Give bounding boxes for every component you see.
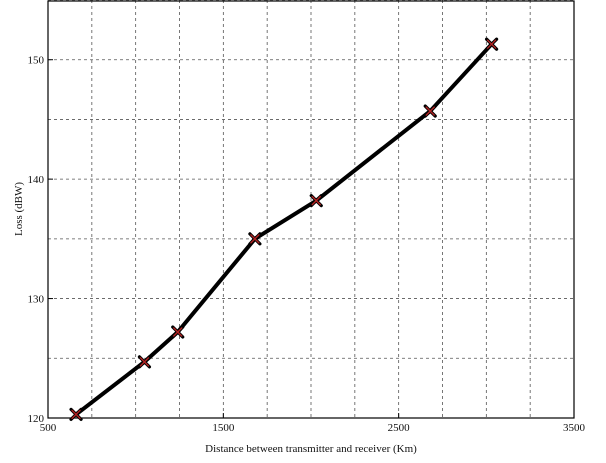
data-point [69,407,83,422]
x-tick-label: 500 [40,422,57,434]
data-point [171,325,185,339]
y-axis-label: Loss (dBW) [13,182,25,236]
y-axis-ticks: 120 130 140 150 [28,55,53,425]
y-tick-label: 150 [28,55,45,67]
plot-frame [47,0,575,419]
x-tick-label: 1500 [212,422,235,434]
series-line [74,42,494,417]
x-tick-label: 3500 [563,422,586,434]
x-tick-label: 2500 [388,422,411,434]
series-group [69,37,499,422]
x-axis-label: Distance between transmitter and receive… [205,443,417,455]
y-tick-label: 140 [28,174,45,186]
data-point [423,104,437,118]
grid-lines [48,0,574,418]
x-axis-ticks: 500 1500 2500 3500 [40,413,586,434]
data-point [137,355,152,369]
data-point [309,194,323,208]
data-point [248,232,262,246]
y-tick-label: 130 [28,294,45,306]
data-point [484,37,499,51]
y-tick-label: 120 [28,413,45,425]
